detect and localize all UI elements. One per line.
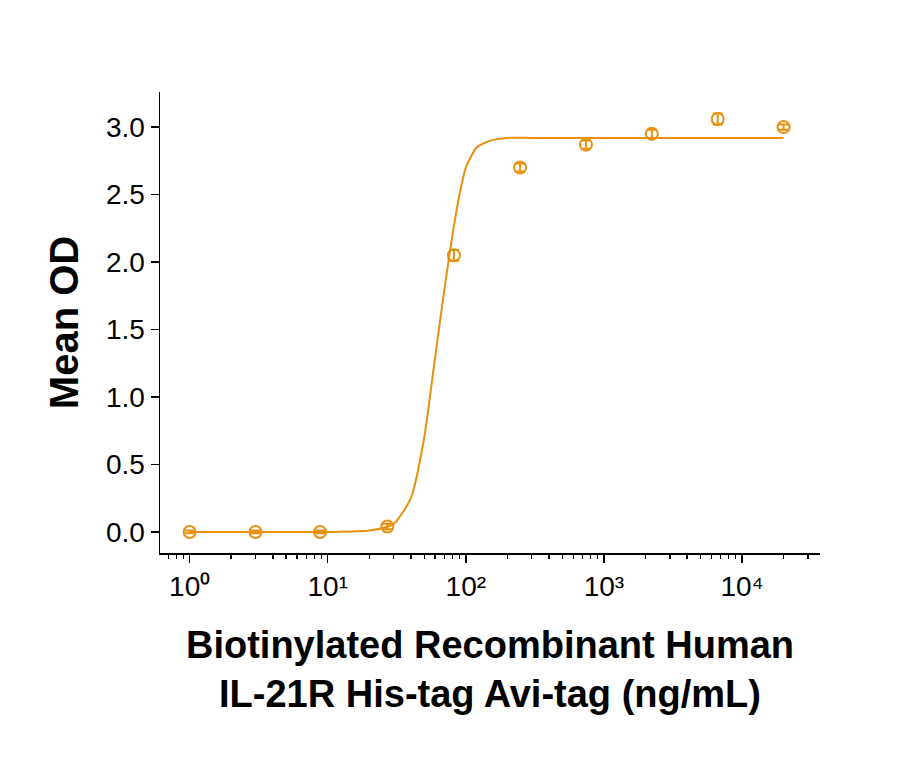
- svg-text:3.0: 3.0: [106, 112, 145, 143]
- svg-text:2.5: 2.5: [106, 179, 145, 210]
- svg-text:10⁰: 10⁰: [169, 571, 210, 602]
- svg-text:10⁴: 10⁴: [720, 571, 763, 602]
- svg-text:0.5: 0.5: [106, 449, 145, 480]
- svg-text:Biotinylated Recombinant Human: Biotinylated Recombinant HumanIL-21R His…: [186, 624, 794, 715]
- svg-text:2.0: 2.0: [106, 247, 145, 278]
- svg-text:10²: 10²: [446, 571, 486, 602]
- svg-text:Mean OD: Mean OD: [42, 236, 86, 409]
- svg-text:0.0: 0.0: [106, 517, 145, 548]
- svg-text:10¹: 10¹: [308, 571, 348, 602]
- svg-text:1.5: 1.5: [106, 314, 145, 345]
- svg-text:1.0: 1.0: [106, 382, 145, 413]
- svg-text:10³: 10³: [584, 571, 624, 602]
